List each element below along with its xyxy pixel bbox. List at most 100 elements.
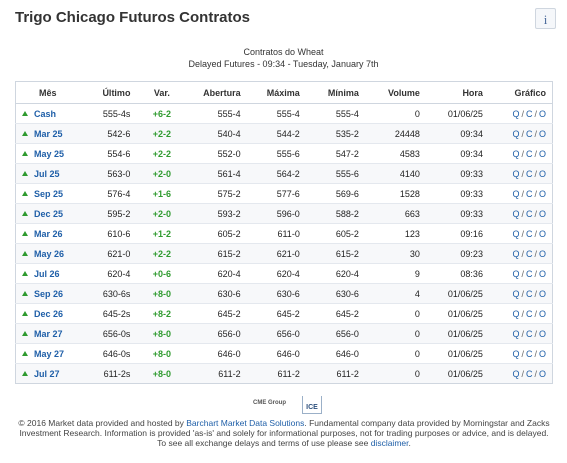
quote-link[interactable]: Q	[512, 168, 520, 179]
contract-link[interactable]: Sep 26	[34, 288, 64, 299]
volume-cell: 9	[364, 263, 426, 284]
contract-link[interactable]: Mar 25	[34, 128, 63, 139]
quote-link[interactable]: Q	[512, 108, 520, 119]
col-change[interactable]: Var.	[136, 81, 188, 104]
chart-link[interactable]: C	[525, 188, 533, 199]
quote-link[interactable]: Q	[512, 128, 520, 139]
options-link[interactable]: O	[538, 248, 546, 259]
change-cell: +2-2	[136, 143, 188, 164]
options-link[interactable]: O	[538, 328, 546, 339]
quote-link[interactable]: Q	[512, 348, 520, 359]
quote-link[interactable]: Q	[512, 228, 520, 239]
options-link[interactable]: O	[538, 288, 546, 299]
barchart-link[interactable]: Barchart Market Data Solutions	[186, 418, 305, 428]
chart-link[interactable]: C	[525, 268, 533, 279]
chart-link[interactable]: C	[525, 248, 533, 259]
open-cell: 620-4	[187, 263, 247, 284]
contract-link[interactable]: Mar 27	[34, 328, 63, 339]
col-chart: Gráfico	[488, 81, 553, 104]
options-link[interactable]: O	[538, 128, 546, 139]
options-link[interactable]: O	[538, 188, 546, 199]
chart-link[interactable]: C	[525, 368, 533, 379]
contract-link[interactable]: May 27	[34, 348, 65, 359]
col-low[interactable]: Mínima	[305, 81, 365, 104]
col-volume[interactable]: Volume	[364, 81, 426, 104]
contract-link[interactable]: Mar 26	[34, 228, 63, 239]
contract-link[interactable]: Jul 27	[34, 368, 60, 379]
options-link[interactable]: O	[538, 148, 546, 159]
contract-link[interactable]: Jul 25	[34, 168, 60, 179]
col-time[interactable]: Hora	[425, 81, 489, 104]
table-row: Dec 26 645-2s +8-2 645-2 645-2 645-2 0 01/06/25…	[15, 303, 553, 324]
quote-link[interactable]: Q	[512, 188, 520, 199]
time-cell: 09:33	[425, 183, 489, 204]
up-arrow-icon	[22, 150, 28, 156]
contract-link[interactable]: Sep 25	[34, 188, 64, 199]
options-link[interactable]: O	[538, 268, 546, 279]
change-cell: +2-0	[136, 203, 188, 224]
footer-text-1: © 2016 Market data provided and hosted b…	[18, 418, 187, 428]
chart-link[interactable]: C	[525, 328, 533, 339]
options-link[interactable]: O	[538, 348, 546, 359]
link-separator: /	[521, 348, 524, 359]
chart-link[interactable]: C	[525, 208, 533, 219]
link-separator: /	[534, 108, 537, 119]
contract-link[interactable]: Dec 26	[34, 308, 64, 319]
link-separator: /	[521, 108, 524, 119]
quote-link[interactable]: Q	[512, 308, 520, 319]
link-separator: /	[521, 228, 524, 239]
quote-link[interactable]: Q	[512, 248, 520, 259]
contract-link[interactable]: Jul 26	[34, 268, 60, 279]
low-cell: 620-4	[305, 263, 365, 284]
month-cell: May 25	[15, 143, 80, 164]
month-cell: Jul 26	[15, 263, 80, 284]
chart-link[interactable]: C	[525, 108, 533, 119]
last-price-cell: 611-2s	[79, 363, 137, 384]
info-button[interactable]: i	[535, 8, 556, 29]
options-link[interactable]: O	[538, 208, 546, 219]
quote-link[interactable]: Q	[512, 148, 520, 159]
chart-link[interactable]: C	[525, 228, 533, 239]
volume-cell: 1528	[364, 183, 426, 204]
disclaimer-link[interactable]: disclaimer	[370, 438, 409, 448]
col-month[interactable]: Mês	[15, 81, 80, 104]
link-separator: /	[521, 248, 524, 259]
options-link[interactable]: O	[538, 228, 546, 239]
change-cell: +2-2	[136, 123, 188, 144]
contract-link[interactable]: Dec 25	[34, 208, 64, 219]
link-separator: /	[521, 148, 524, 159]
up-arrow-icon	[22, 270, 28, 276]
chart-link[interactable]: C	[525, 308, 533, 319]
options-link[interactable]: O	[538, 168, 546, 179]
quote-link[interactable]: Q	[512, 288, 520, 299]
quote-link[interactable]: Q	[512, 368, 520, 379]
time-cell: 01/06/25	[425, 343, 489, 364]
options-link[interactable]: O	[538, 308, 546, 319]
chart-link[interactable]: C	[525, 148, 533, 159]
col-last[interactable]: Último	[79, 81, 137, 104]
contract-link[interactable]: May 26	[34, 248, 65, 259]
month-cell: Cash	[15, 103, 80, 124]
quote-link[interactable]: Q	[512, 328, 520, 339]
chart-link[interactable]: C	[525, 128, 533, 139]
up-arrow-icon	[22, 350, 28, 356]
chart-links-cell: Q / C / O	[488, 103, 553, 124]
chart-link[interactable]: C	[525, 348, 533, 359]
cme-group-logo: CME Group	[253, 400, 286, 406]
link-separator: /	[534, 208, 537, 219]
chart-link[interactable]: C	[525, 168, 533, 179]
quote-link[interactable]: Q	[512, 268, 520, 279]
table-row: Sep 26 630-6s +8-0 630-6 630-6 630-6 4 01/06/25…	[15, 283, 553, 304]
col-open[interactable]: Abertura	[187, 81, 247, 104]
low-cell: 555-6	[305, 163, 365, 184]
col-high[interactable]: Máxima	[246, 81, 306, 104]
high-cell: 620-4	[246, 263, 306, 284]
contract-link[interactable]: Cash	[34, 108, 57, 119]
quote-link[interactable]: Q	[512, 208, 520, 219]
contract-link[interactable]: May 25	[34, 148, 65, 159]
open-cell: 575-2	[187, 183, 247, 204]
volume-cell: 24448	[364, 123, 426, 144]
chart-link[interactable]: C	[525, 288, 533, 299]
options-link[interactable]: O	[538, 368, 546, 379]
options-link[interactable]: O	[538, 108, 546, 119]
